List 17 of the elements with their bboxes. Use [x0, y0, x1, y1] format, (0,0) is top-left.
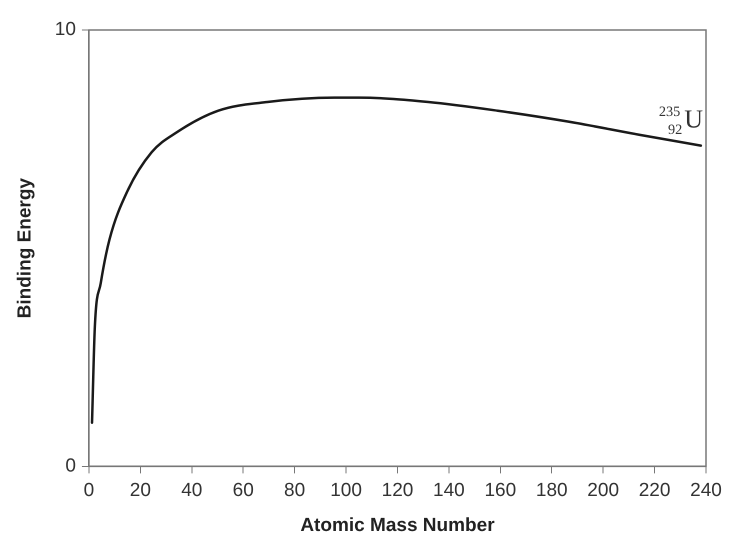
x-tick-label: 120 [382, 480, 414, 502]
x-tick-label: 180 [536, 480, 568, 502]
x-tick-label: 80 [284, 480, 306, 502]
x-tick-label: 100 [330, 480, 362, 502]
x-tick-label: 200 [587, 480, 620, 502]
x-axis-title: Atomic Mass Number [300, 514, 496, 536]
y-tick-label: 10 [54, 19, 76, 40]
x-tick-label: 20 [130, 480, 151, 502]
y-axis-title: Binding Energy [14, 178, 36, 318]
x-tick-label: 160 [484, 480, 516, 502]
x-tick-label: 240 [690, 480, 722, 502]
x-tick-label: 220 [638, 480, 670, 502]
x-tick-label: 60 [232, 480, 254, 502]
x-tick-label: 40 [181, 480, 202, 502]
line-series [90, 96, 702, 424]
x-tick-label: 140 [433, 480, 465, 502]
x-tick-label: 0 [84, 480, 94, 502]
